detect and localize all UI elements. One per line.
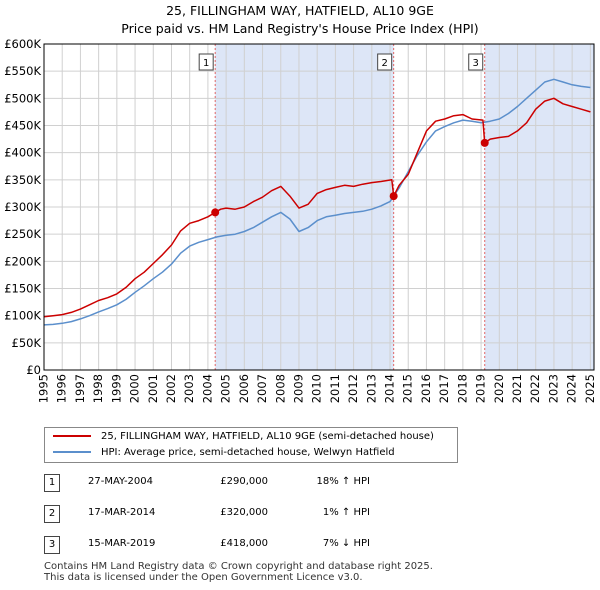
event-label-box: [377, 53, 393, 71]
x-tick-label: 2021: [510, 374, 524, 403]
x-tick-label: 2007: [255, 374, 269, 403]
y-tick-label: £500K: [4, 91, 41, 105]
property-line-swatch: [53, 435, 91, 437]
x-tick-label: 2005: [219, 374, 233, 403]
x-tick-label: 2008: [273, 374, 287, 403]
price-chart: £0 £50K £100K £150K £200K £250K £300K £350K £400…: [4, 37, 597, 403]
x-tick-label: 2013: [364, 374, 378, 403]
x-tick-label: 1998: [91, 374, 105, 403]
hpi-line: [43, 78, 591, 326]
transaction-number: 2: [44, 505, 60, 523]
transaction-row: 2 17-MAR-2014 £320,000 1% ↑ HPI: [0, 505, 600, 523]
y-tick-label: £200K: [4, 254, 41, 268]
x-tick-label: 1995: [37, 374, 51, 403]
transaction-row: 3 15-MAR-2019 £418,000 7% ↓ HPI: [0, 536, 600, 554]
x-tick-label: 2022: [528, 374, 542, 403]
legend: 25, FILLINGHAM WAY, HATFIELD, AL10 9GE (…: [44, 427, 458, 463]
sale-point: [389, 192, 398, 201]
event-label: 3: [473, 58, 479, 69]
transaction-price: £320,000: [220, 507, 268, 518]
event-label: 1: [203, 58, 209, 69]
x-tick-label: 2020: [492, 374, 506, 403]
x-tick-label: 1996: [55, 374, 69, 403]
event-label: 2: [381, 58, 387, 69]
x-tick-label: 2011: [328, 374, 342, 403]
transaction-number: 3: [44, 536, 60, 554]
x-tick-label: 1997: [73, 374, 87, 403]
x-tick-label: 2001: [146, 374, 160, 403]
sale-point: [480, 138, 489, 147]
transaction-hpi-diff: 18% ↑ HPI: [316, 476, 370, 487]
transaction-date: 15-MAR-2019: [88, 538, 156, 549]
y-tick-label: £150K: [4, 282, 41, 296]
plot-border: [43, 43, 595, 371]
x-tick-label: 2025: [583, 374, 597, 403]
event-label-box: [198, 53, 214, 71]
y-tick-label: £300K: [4, 200, 41, 214]
y-tick-label: £250K: [4, 227, 41, 241]
x-tick-label: 2015: [401, 374, 415, 403]
transaction-hpi-diff: 1% ↑ HPI: [322, 507, 370, 518]
x-tick-label: 2016: [419, 374, 433, 403]
y-tick-label: £450K: [4, 119, 41, 133]
transaction-price: £290,000: [220, 476, 268, 487]
licence-notice: This data is licensed under the Open Gov…: [44, 572, 363, 583]
x-tick-label: 1999: [109, 374, 123, 403]
transaction-row: 1 27-MAY-2004 £290,000 18% ↑ HPI: [0, 474, 600, 492]
transaction-date: 17-MAR-2014: [88, 507, 156, 518]
legend-item-hpi: HPI: Average price, semi-detached house,…: [53, 446, 395, 460]
x-tick-label: 2012: [346, 374, 360, 403]
hpi-line-swatch: [53, 451, 91, 453]
x-tick-label: 2002: [164, 374, 178, 403]
x-tick-label: 2006: [237, 374, 251, 403]
chart-subtitle: Price paid vs. HM Land Registry's House …: [121, 21, 479, 36]
x-tick-label: 2019: [474, 374, 488, 403]
event-label-box: [468, 53, 484, 71]
transaction-number: 1: [44, 474, 60, 492]
x-tick-label: 2014: [383, 374, 397, 403]
transaction-hpi-diff: 7% ↓ HPI: [322, 538, 370, 549]
sale-point: [211, 208, 220, 217]
legend-hpi-label: HPI: Average price, semi-detached house,…: [101, 447, 395, 458]
y-tick-label: £600K: [4, 37, 41, 51]
y-tick-label: £550K: [4, 64, 41, 78]
x-tick-label: 2009: [291, 374, 305, 403]
copyright-notice: Contains HM Land Registry data © Crown c…: [44, 561, 433, 572]
x-tick-label: 2023: [546, 374, 560, 403]
y-tick-label: £50K: [12, 336, 42, 350]
x-tick-label: 2010: [310, 374, 324, 403]
x-tick-label: 2024: [565, 374, 579, 403]
legend-item-property: 25, FILLINGHAM WAY, HATFIELD, AL10 9GE (…: [53, 430, 434, 444]
x-tick-label: 2000: [128, 374, 142, 403]
transaction-price: £418,000: [220, 538, 268, 549]
x-tick-label: 2004: [200, 374, 214, 403]
y-tick-label: £400K: [4, 146, 41, 160]
x-tick-label: 2018: [455, 374, 469, 403]
y-tick-label: £100K: [4, 309, 41, 323]
transaction-date: 27-MAY-2004: [88, 476, 154, 487]
property-price-line: [43, 97, 591, 318]
y-tick-label: £0: [26, 363, 41, 377]
x-tick-label: 2017: [437, 374, 451, 403]
legend-property-label: 25, FILLINGHAM WAY, HATFIELD, AL10 9GE (…: [101, 431, 434, 442]
x-tick-label: 2003: [182, 374, 196, 403]
chart-title: 25, FILLINGHAM WAY, HATFIELD, AL10 9GE: [166, 3, 434, 18]
y-tick-label: £350K: [4, 173, 41, 187]
